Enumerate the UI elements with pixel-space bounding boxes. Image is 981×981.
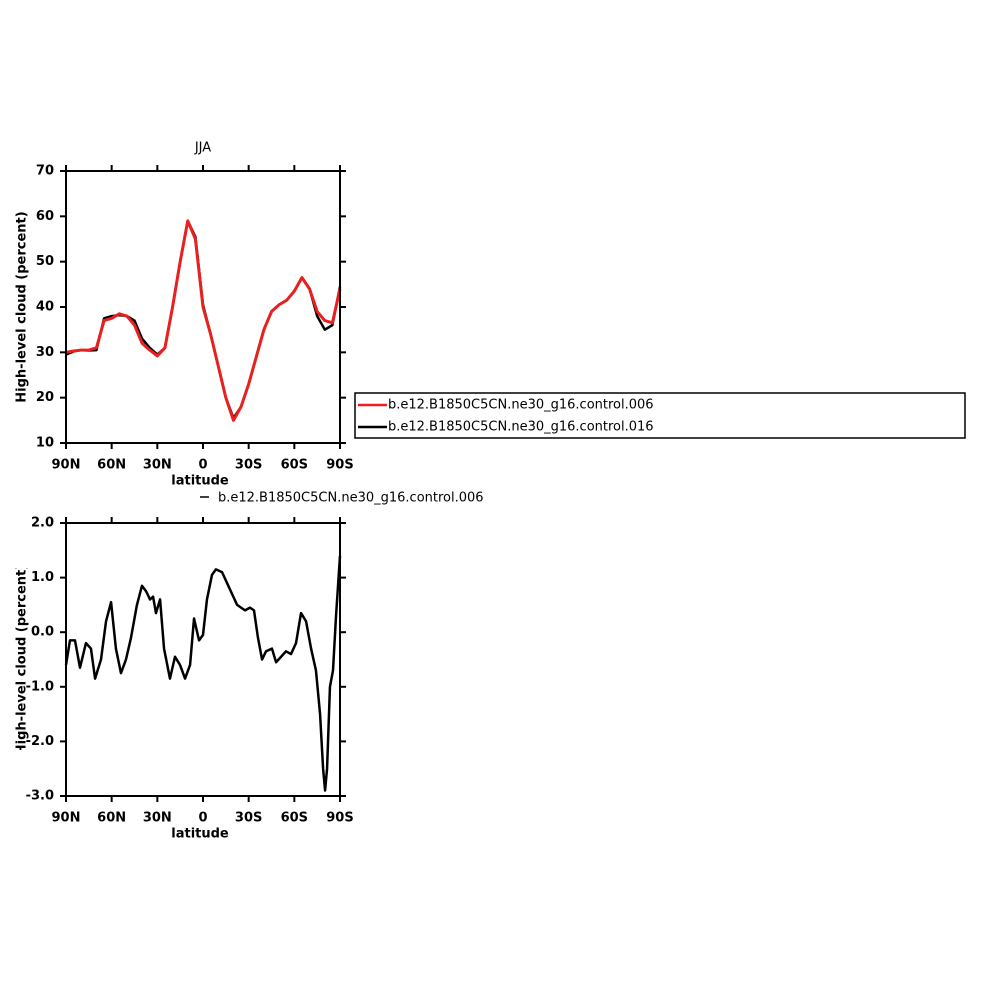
series-line [64,555,342,792]
x-tick-label: 0 [198,811,207,826]
x-tick-label: 90N [52,458,81,473]
y-tick-label: 2.0 [31,516,54,531]
series-line [65,219,342,422]
y-tick-label: 70 [36,164,54,179]
y-tick-label: -3.0 [26,789,54,804]
y-tick-label: 1.0 [31,570,54,585]
legend-label: b.e12.B1850C5CN.ne30_g16.control.006 [218,491,484,506]
legend-label: b.e12.B1850C5CN.ne30_g16.control.016 [388,420,654,435]
x-tick-label: 30N [143,458,172,473]
x-tick-label: 30N [143,811,172,826]
plot-frame [65,522,341,797]
x-tick-label: 90S [326,811,353,826]
x-tick-label: 0 [198,458,207,473]
y-tick-label: 0.0 [31,625,54,640]
y-tick-label: 30 [36,345,54,360]
x-tick-label: 60N [97,811,126,826]
y-axis-label: High-level cloud (percent) [15,211,30,402]
legend-box [354,392,966,439]
x-tick-label: 60S [281,811,308,826]
legend-label: b.e12.B1850C5CN.ne30_g16.control.006 [388,398,654,413]
y-tick-label: -1.0 [26,679,54,694]
x-tick-label: 60N [97,458,126,473]
x-tick-label: 30S [235,811,262,826]
y-tick-label: 50 [36,254,54,269]
y-tick-label: -2.0 [26,734,54,749]
plot-frame [65,170,341,444]
y-tick-label: 10 [36,436,54,451]
x-tick-label: 90N [52,811,81,826]
x-tick-label: 60S [281,458,308,473]
x-tick-label: 30S [235,458,262,473]
y-label-clip: High-level cloud (percent) [15,564,30,755]
x-axis-label: latitude [171,474,229,489]
chart-title: JJA [194,141,211,156]
y-tick-label: 60 [36,209,54,224]
y-tick-label: 40 [36,300,54,315]
x-axis-label: latitude [171,827,229,842]
y-axis-label: High-level cloud (percent) [15,564,30,755]
x-tick-label: 90S [326,458,353,473]
y-tick-label: 20 [36,390,54,405]
